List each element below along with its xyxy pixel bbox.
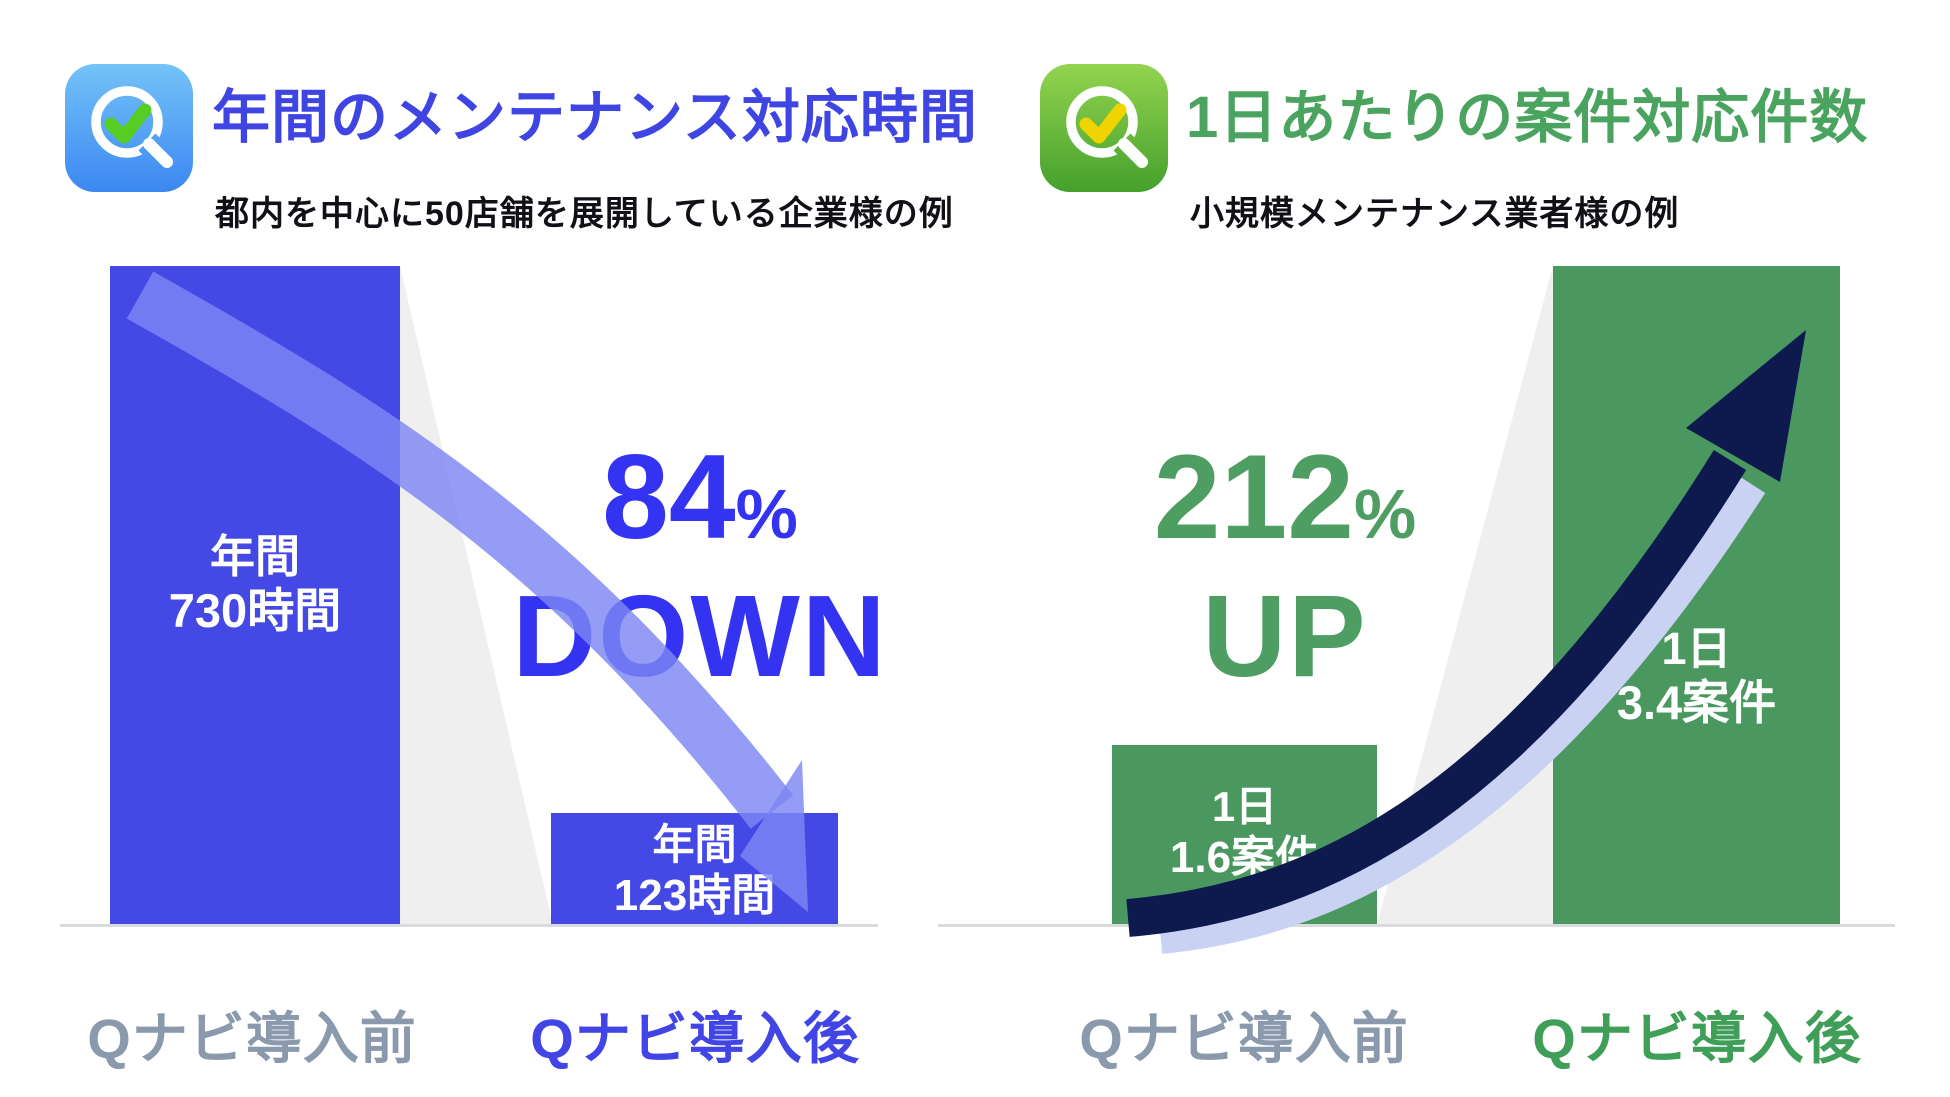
right-stat-number: 212% [1015,437,1555,557]
right-label-before: Qナビ導入前 [1079,1007,1409,1070]
bar-value-line: 3.4案件 [1616,676,1777,730]
right-stat-direction: UP [1202,571,1368,701]
left-stat-number: 84% [430,437,970,557]
left-bar-after-value: 年間 123時間 [551,820,838,921]
qnavi-app-icon-green [1040,64,1168,192]
magnifier-ring-icon [91,86,163,158]
bar-value-line: 1日 [1211,783,1278,830]
right-bar-after-value: 1日 3.4案件 [1553,622,1840,731]
stat-value: 84 [602,430,736,564]
stat-percent-sign: % [735,475,798,553]
bar-value-line: 1日 [1661,623,1732,674]
right-bar-before-value: 1日 1.6案件 [1112,782,1377,883]
bar-value-line: 年間 [652,821,737,868]
right-bar-after [1553,266,1840,925]
check-icon [1079,103,1127,144]
left-chart-subtitle: 都内を中心に50店舗を展開している企業様の例 [215,195,954,233]
stat-value: 212 [1153,430,1354,564]
left-label-after: Qナビ導入後 [530,1007,860,1070]
bar-value-line: 年間 [209,531,300,582]
magnifier-handle-icon [143,138,173,168]
right-chart-title: 1日あたりの案件対応件数 [1186,85,1869,150]
right-chart-subtitle: 小規模メンテナンス業者様の例 [1190,195,1680,233]
check-icon [104,103,152,144]
qnavi-app-icon-blue [65,64,193,192]
left-bar-before-value: 年間 730時間 [110,530,400,639]
left-label-before: Qナビ導入前 [87,1007,417,1070]
right-axis-baseline [938,924,1895,927]
left-axis-baseline [60,924,878,927]
bar-value-line: 1.6案件 [1169,832,1320,882]
magnifier-handle-icon [1118,138,1148,168]
right-label-after: Qナビ導入後 [1532,1007,1862,1070]
left-chart-title: 年間のメンテナンス対応時間 [212,85,978,150]
left-stat-direction: DOWN [512,571,888,701]
bar-value-line: 730時間 [168,584,342,638]
bar-value-line: 123時間 [613,870,776,920]
stat-percent-sign: % [1353,475,1417,553]
magnifier-ring-icon [1066,86,1138,158]
